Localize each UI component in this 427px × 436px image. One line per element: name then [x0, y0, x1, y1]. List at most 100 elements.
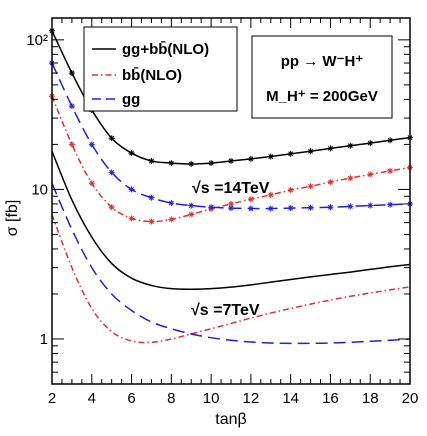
data-point-14tev-dashed-10	[247, 205, 254, 212]
data-point-14tev-solid-14	[327, 145, 334, 152]
data-point-14tev-dashdot-4	[128, 215, 135, 222]
marker-stroke	[268, 192, 274, 198]
data-point-14tev-solid-9	[228, 157, 234, 164]
annotation-7tev: √s =7TeV	[191, 302, 260, 319]
data-point-14tev-dashed-12	[287, 205, 294, 212]
data-point-14tev-dashed-4	[128, 186, 135, 193]
data-point-14tev-solid-17	[387, 137, 394, 144]
marker-stroke	[308, 148, 314, 154]
data-point-14tev-dashed-6	[168, 200, 175, 207]
marker-stroke	[268, 154, 274, 159]
x-tick-label: 12	[243, 390, 260, 407]
legend-label-gg: gg	[122, 91, 140, 108]
data-point-14tev-solid-12	[287, 150, 294, 157]
plot-frame	[51, 17, 411, 385]
data-point-14tev-solid-13	[307, 148, 314, 155]
marker-stroke	[288, 205, 294, 211]
x-tick-label: 8	[167, 390, 175, 407]
x-tick-label: 18	[362, 390, 379, 407]
y-axis-title: σ [fb]	[4, 200, 21, 237]
data-point-14tev-dashdot-15	[347, 175, 354, 182]
legend-box	[83, 26, 238, 112]
data-point-14tev-dashdot-17	[387, 167, 394, 174]
marker-stroke	[308, 205, 314, 211]
data-point-14tev-solid-5	[148, 157, 155, 164]
tick-labels: 2 4 6 8 10 12 14 16 18 20 1 10 10²	[26, 32, 418, 407]
marker-stroke	[228, 205, 234, 211]
marker-stroke	[148, 219, 154, 224]
data-point-14tev-dashed-9	[228, 205, 234, 212]
legend: gg+bb̄(NLO) bb̄(NLO) gg	[83, 26, 238, 112]
marker-stroke	[148, 158, 154, 164]
data-point-14tev-dashdot-14	[327, 179, 334, 186]
x-tick-label: 20	[402, 390, 419, 407]
data-point-14tev-dashdot-12	[287, 187, 294, 194]
data-point-14tev-solid-15	[347, 142, 354, 149]
legend-label-bbbar: bb̄(NLO)	[122, 66, 182, 84]
marker-stroke	[308, 183, 314, 189]
info-box-frame	[251, 35, 393, 119]
y-tick-label: 10²	[26, 32, 48, 49]
data-point-14tev-dashed-1	[68, 103, 75, 110]
marker-stroke	[188, 203, 194, 209]
marker-stroke	[327, 145, 333, 151]
data-point-14tev-solid-3	[108, 135, 115, 142]
data-point-14tev-dashdot-13	[307, 183, 314, 190]
data-point-14tev-dashed-17	[387, 201, 394, 208]
marker-stroke	[387, 168, 393, 174]
data-point-14tev-dashdot-5	[148, 218, 155, 225]
marker-stroke	[89, 180, 95, 186]
x-tick-label: 6	[127, 390, 135, 407]
data-point-14tev-dashed-2	[88, 141, 95, 148]
marker-stroke	[347, 143, 353, 149]
mass-label: M_H⁺ = 200GeV	[266, 88, 378, 105]
marker-stroke	[228, 158, 234, 164]
marker-stroke	[288, 187, 294, 193]
data-point-14tev-dashed-16	[367, 202, 374, 209]
data-point-14tev-solid-11	[267, 153, 274, 160]
data-point-14tev-dashed-8	[208, 204, 215, 211]
series-line-7tev-dashed	[51, 182, 411, 345]
process-label: pp → W⁻H⁺	[281, 53, 364, 70]
data-point-14tev-dashed-15	[347, 203, 354, 210]
x-tick-label: 14	[282, 390, 299, 407]
data-point-14tev-solid-6	[168, 160, 175, 167]
marker-stroke	[69, 141, 75, 147]
marker-stroke	[168, 200, 174, 206]
series-line-7tev-solid	[51, 150, 411, 291]
data-point-14tev-solid-16	[367, 140, 374, 147]
data-point-14tev-dashdot-10	[247, 196, 254, 203]
marker-stroke	[129, 215, 135, 221]
data-point-14tev-dashdot-1	[68, 141, 75, 148]
marker-stroke	[248, 196, 254, 202]
marker-stroke	[208, 160, 214, 166]
marker-stroke	[208, 204, 214, 210]
marker-stroke	[327, 204, 333, 210]
marker-stroke	[148, 195, 154, 201]
data-curves	[49, 27, 413, 345]
marker-stroke	[367, 203, 373, 209]
marker-stroke	[347, 203, 353, 209]
marker-stroke	[228, 201, 234, 207]
marker-stroke	[109, 135, 115, 141]
marker-stroke	[248, 206, 254, 211]
marker-stroke	[109, 204, 115, 210]
marker-stroke	[367, 140, 373, 146]
data-point-14tev-dashdot-11	[267, 191, 274, 198]
data-point-14tev-dashdot-6	[168, 216, 175, 223]
marker-stroke	[69, 70, 75, 76]
data-point-14tev-dashdot-7	[188, 211, 195, 218]
x-tick-label: 16	[322, 390, 339, 407]
marker-stroke	[387, 202, 393, 208]
data-point-14tev-dashdot-16	[367, 171, 374, 178]
data-point-14tev-dashed-5	[148, 194, 155, 201]
data-point-14tev-solid-7	[188, 160, 195, 167]
marker-stroke	[168, 216, 174, 222]
marker-stroke	[188, 161, 194, 167]
data-point-14tev-dashdot-2	[88, 180, 95, 187]
marker-stroke	[327, 179, 333, 185]
data-point-14tev-solid-8	[208, 160, 215, 167]
data-point-14tev-dashdot-3	[108, 204, 115, 211]
data-point-14tev-dashed-13	[307, 204, 314, 211]
